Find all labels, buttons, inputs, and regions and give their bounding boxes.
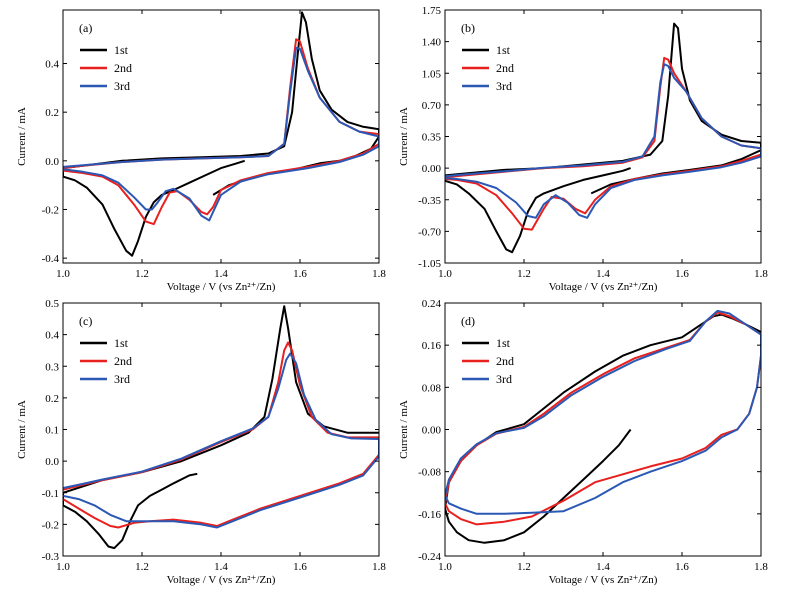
legend-label-3rd: 3rd	[496, 372, 512, 386]
y-axis-label: Current / mA	[398, 107, 410, 166]
legend-label-1st: 1st	[114, 43, 129, 57]
y-tick-label: 0.3	[45, 361, 59, 373]
y-tick-label: 0.1	[45, 425, 59, 437]
legend-label-2nd: 2nd	[114, 354, 132, 368]
x-tick-label: 1.0	[438, 268, 452, 280]
y-tick-label: 1.75	[422, 5, 442, 17]
y-tick-label: -0.35	[418, 195, 441, 207]
x-tick-label: 1.8	[372, 268, 386, 280]
chart-panel-3: 1.0 1.2 1.4 1.6 1.8 -0.24 -0.16 -0.08 0.00 0.08 0.…	[398, 298, 768, 586]
y-tick-label: -0.4	[42, 253, 60, 265]
y-axis-label: Current / mA	[16, 400, 28, 459]
y-tick-label: 0.4	[45, 59, 59, 71]
y-tick-label: 0.4	[45, 330, 59, 342]
legend-label-2nd: 2nd	[114, 61, 132, 75]
panel-label: (c)	[79, 314, 92, 328]
panel-label: (d)	[461, 314, 475, 328]
y-tick-label: 0.00	[422, 163, 442, 175]
y-tick-label: 0.00	[422, 425, 442, 437]
series-line-2nd	[445, 311, 761, 526]
legend-label-1st: 1st	[496, 43, 511, 57]
y-tick-label: -0.1	[42, 488, 59, 500]
y-axis-label: Current / mA	[398, 400, 410, 459]
chart-panel-1: 1.0 1.2 1.4 1.6 1.8 -1.05 -0.70 -0.35 0.00 0.35 0.…	[398, 5, 768, 293]
y-tick-label: 0.2	[45, 393, 59, 405]
y-tick-label: -1.05	[418, 258, 441, 270]
series-line-3rd	[445, 63, 761, 219]
y-tick-label: -0.16	[418, 509, 441, 521]
y-tick-label: -0.3	[42, 551, 60, 563]
x-tick-label: 1.8	[372, 561, 386, 573]
panel-label: (b)	[461, 21, 475, 35]
x-tick-label: 1.0	[56, 268, 70, 280]
legend-label-3rd: 3rd	[114, 372, 130, 386]
legend-label-3rd: 3rd	[114, 79, 130, 93]
panel-label: (a)	[79, 21, 92, 35]
x-tick-label: 1.4	[596, 268, 610, 280]
y-tick-label: 0.0	[45, 456, 59, 468]
plot-frame	[62, 302, 380, 557]
x-tick-label: 1.2	[517, 561, 531, 573]
x-tick-label: 1.2	[135, 561, 149, 573]
chart-panel-2: 1.0 1.2 1.4 1.6 1.8 -0.3 -0.2 -0.1 0.0 0.1 0.2 0.3 0…	[16, 298, 386, 586]
x-tick-label: 1.0	[56, 561, 70, 573]
x-tick-label: 1.0	[438, 561, 452, 573]
x-tick-label: 1.2	[517, 268, 531, 280]
y-axis-label: Current / mA	[16, 107, 28, 166]
x-axis-label: Voltage / V (vs Zn²⁺/Zn)	[167, 574, 276, 586]
series-line-1st	[445, 22, 761, 254]
y-tick-label: 0.5	[45, 298, 59, 310]
y-tick-label: 0.2	[45, 107, 59, 119]
legend-label-2nd: 2nd	[496, 61, 514, 75]
y-tick-label: 0.0	[45, 156, 59, 168]
x-tick-label: 1.6	[675, 268, 689, 280]
series-line-1st	[445, 313, 761, 544]
y-tick-label: 1.05	[422, 68, 442, 80]
y-tick-label: 0.24	[422, 298, 442, 310]
x-tick-label: 1.4	[214, 561, 228, 573]
chart-panel-0: 1.0 1.2 1.4 1.6 1.8 -0.4 -0.2 0.0 0.2 0.4 Voltage …	[16, 9, 386, 293]
x-tick-label: 1.6	[293, 268, 307, 280]
y-tick-label: 0.35	[422, 132, 442, 144]
x-tick-label: 1.8	[754, 268, 768, 280]
series-line-2nd	[445, 56, 761, 231]
legend-label-3rd: 3rd	[496, 79, 512, 93]
series-line-3rd	[445, 309, 761, 515]
y-tick-label: 0.70	[422, 100, 442, 112]
y-tick-label: 1.40	[422, 37, 442, 49]
series-line-1st	[63, 305, 379, 550]
x-tick-label: 1.4	[214, 268, 228, 280]
plot-frame	[62, 9, 380, 264]
x-tick-label: 1.4	[596, 561, 610, 573]
y-tick-label: -0.24	[418, 551, 441, 563]
series-line-3rd	[63, 46, 379, 222]
legend-label-2nd: 2nd	[496, 354, 514, 368]
y-tick-label: -0.08	[418, 467, 441, 479]
y-tick-label: 0.16	[422, 340, 442, 352]
y-tick-label: -0.70	[418, 226, 441, 238]
x-tick-label: 1.8	[754, 561, 768, 573]
series-line-3rd	[63, 352, 379, 529]
y-tick-label: -0.2	[42, 204, 59, 216]
legend-label-1st: 1st	[114, 336, 129, 350]
x-tick-label: 1.2	[135, 268, 149, 280]
y-tick-label: 0.08	[422, 382, 442, 394]
series-line-1st	[63, 11, 379, 257]
x-axis-label: Voltage / V (vs Zn²⁺/Zn)	[549, 574, 658, 586]
plot-frame	[444, 302, 762, 557]
x-axis-label: Voltage / V (vs Zn²⁺/Zn)	[167, 281, 276, 293]
legend-label-1st: 1st	[496, 336, 511, 350]
y-tick-label: -0.2	[42, 519, 59, 531]
x-axis-label: Voltage / V (vs Zn²⁺/Zn)	[549, 281, 658, 293]
x-tick-label: 1.6	[675, 561, 689, 573]
x-tick-label: 1.6	[293, 561, 307, 573]
